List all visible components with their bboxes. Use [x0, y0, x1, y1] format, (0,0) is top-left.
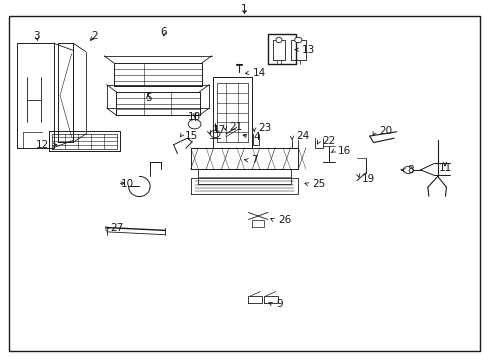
Text: 27: 27 [110, 222, 123, 233]
Text: 3: 3 [33, 31, 40, 41]
Circle shape [188, 120, 201, 129]
Text: 13: 13 [302, 45, 315, 55]
Text: 25: 25 [311, 179, 325, 189]
Text: 12: 12 [36, 140, 49, 150]
Text: 4: 4 [253, 132, 260, 142]
Text: 2: 2 [91, 31, 98, 41]
Text: 9: 9 [276, 299, 283, 309]
Text: 16: 16 [337, 146, 350, 156]
Text: 18: 18 [187, 112, 201, 122]
Circle shape [210, 130, 220, 138]
Text: 6: 6 [160, 27, 167, 37]
Text: 17: 17 [212, 125, 225, 135]
Text: 8: 8 [407, 165, 413, 175]
Ellipse shape [275, 37, 282, 42]
Text: 23: 23 [258, 123, 271, 133]
Text: 11: 11 [437, 163, 451, 173]
Text: 20: 20 [378, 126, 391, 136]
Text: 21: 21 [228, 122, 242, 132]
Text: 14: 14 [253, 68, 266, 78]
Text: 24: 24 [295, 131, 308, 141]
Text: 22: 22 [322, 136, 335, 146]
Text: 26: 26 [277, 215, 290, 225]
Ellipse shape [294, 37, 302, 42]
Text: 1: 1 [241, 4, 247, 14]
Circle shape [403, 166, 412, 174]
Text: 19: 19 [361, 174, 374, 184]
Text: 15: 15 [184, 131, 198, 141]
Text: 5: 5 [144, 93, 151, 103]
Text: 7: 7 [251, 155, 258, 165]
Text: 10: 10 [121, 179, 134, 189]
